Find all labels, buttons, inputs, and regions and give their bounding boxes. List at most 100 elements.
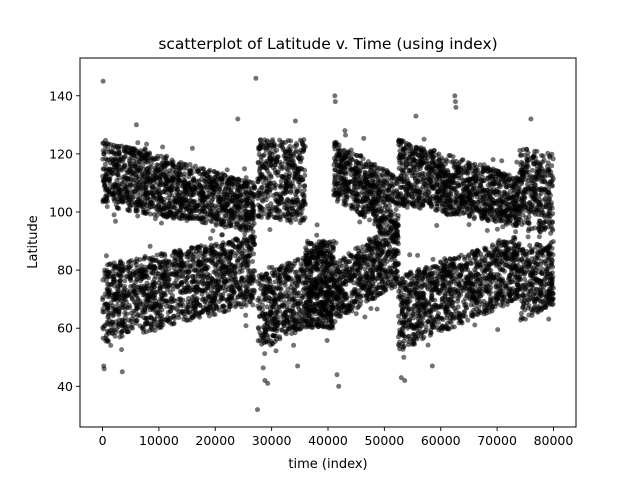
scatter-point — [361, 182, 367, 188]
scatter-point — [194, 178, 200, 184]
scatter-point — [138, 263, 144, 269]
scatter-point — [345, 149, 351, 155]
scatter-point — [250, 259, 255, 264]
scatter-point — [287, 321, 293, 327]
scatter-point — [148, 201, 153, 207]
scatter-point — [276, 296, 282, 302]
scatter-point — [243, 302, 249, 308]
scatter-point — [244, 201, 250, 207]
scatter-point — [113, 202, 119, 208]
scatter-point — [306, 289, 312, 295]
scatter-point — [338, 165, 344, 170]
scatter-point — [362, 314, 368, 320]
scatter-point — [213, 181, 218, 187]
scatter-point — [136, 200, 142, 205]
scatter-point — [105, 328, 110, 334]
scatter-point — [283, 271, 288, 277]
scatter-point — [183, 213, 189, 219]
scatter-point — [166, 266, 172, 272]
scatter-point — [272, 279, 278, 285]
scatter-point — [138, 148, 144, 154]
scatter-point — [280, 174, 286, 180]
scatter-point — [125, 200, 131, 206]
scatter-point — [151, 293, 157, 298]
scatter-point — [264, 175, 269, 181]
scatter-point — [271, 298, 277, 304]
scatter-point — [120, 264, 126, 270]
scatter-point — [170, 163, 176, 169]
scatter-point — [133, 181, 139, 187]
scatter-point — [141, 329, 146, 335]
scatter-point — [270, 273, 276, 279]
scatter-point — [122, 303, 128, 309]
scatter-point — [156, 208, 162, 214]
scatter-point — [274, 309, 280, 315]
scatter-point — [101, 196, 107, 202]
scatter-point — [116, 190, 122, 195]
scatter-point — [255, 338, 261, 344]
scatter-point — [286, 217, 292, 223]
scatter-point — [156, 188, 162, 194]
scatter-point — [263, 339, 269, 345]
scatter-point — [270, 304, 276, 310]
scatter-point — [274, 169, 280, 175]
scatter-point — [194, 208, 200, 213]
scatter-point — [367, 168, 373, 174]
scatter-point — [275, 322, 280, 328]
scatter-point — [187, 162, 193, 167]
scatter-point — [292, 322, 298, 328]
scatter-point — [147, 168, 153, 174]
scatter-point — [316, 293, 322, 299]
scatter-point — [188, 267, 194, 273]
scatter-point — [277, 274, 283, 280]
scatter-point — [243, 323, 249, 329]
scatter-point — [204, 194, 210, 200]
scatter-point — [147, 196, 153, 202]
scatter-point — [165, 160, 171, 166]
scatter-point — [101, 166, 107, 172]
scatter-point — [220, 251, 226, 257]
scatter-point — [233, 224, 239, 230]
scatter-point — [308, 240, 314, 246]
scatter-point — [111, 312, 117, 318]
scatter-point — [172, 257, 178, 263]
scatter-point — [247, 216, 253, 221]
scatter-point — [320, 273, 325, 279]
scatter-point — [200, 287, 206, 293]
scatter-point — [278, 292, 284, 297]
scatter-point — [175, 179, 181, 185]
scatter-point — [129, 146, 135, 152]
scatter-point — [227, 255, 233, 260]
scatter-point — [297, 137, 303, 143]
scatter-point — [127, 265, 133, 271]
scatter-point — [151, 177, 157, 183]
scatter-point — [212, 169, 217, 175]
scatter-point — [330, 254, 336, 260]
scatter-point — [119, 292, 125, 298]
scatter-point — [127, 164, 133, 170]
scatter-point — [322, 258, 328, 264]
scatter-point — [116, 321, 122, 327]
scatter-point — [310, 255, 316, 261]
scatter-point — [226, 278, 232, 284]
scatter-point — [310, 324, 316, 330]
scatter-point — [356, 191, 362, 197]
scatter-point — [357, 219, 363, 225]
scatter-point — [314, 261, 320, 267]
scatter-point — [292, 285, 298, 291]
scatter-point — [250, 229, 256, 235]
scatter-point — [258, 282, 264, 288]
scatter-point — [113, 218, 118, 224]
scatter-point — [302, 183, 308, 189]
scatter-point — [260, 302, 265, 308]
scatter-point — [105, 338, 111, 344]
scatter-point — [324, 243, 330, 249]
scatter-point — [212, 268, 218, 274]
scatter-point — [179, 282, 185, 288]
scatter-point — [191, 191, 196, 197]
scatter-point — [129, 151, 134, 157]
scatter-point — [127, 305, 133, 311]
scatter-point — [162, 265, 168, 271]
scatter-point — [235, 237, 241, 243]
scatter-point — [142, 210, 148, 216]
